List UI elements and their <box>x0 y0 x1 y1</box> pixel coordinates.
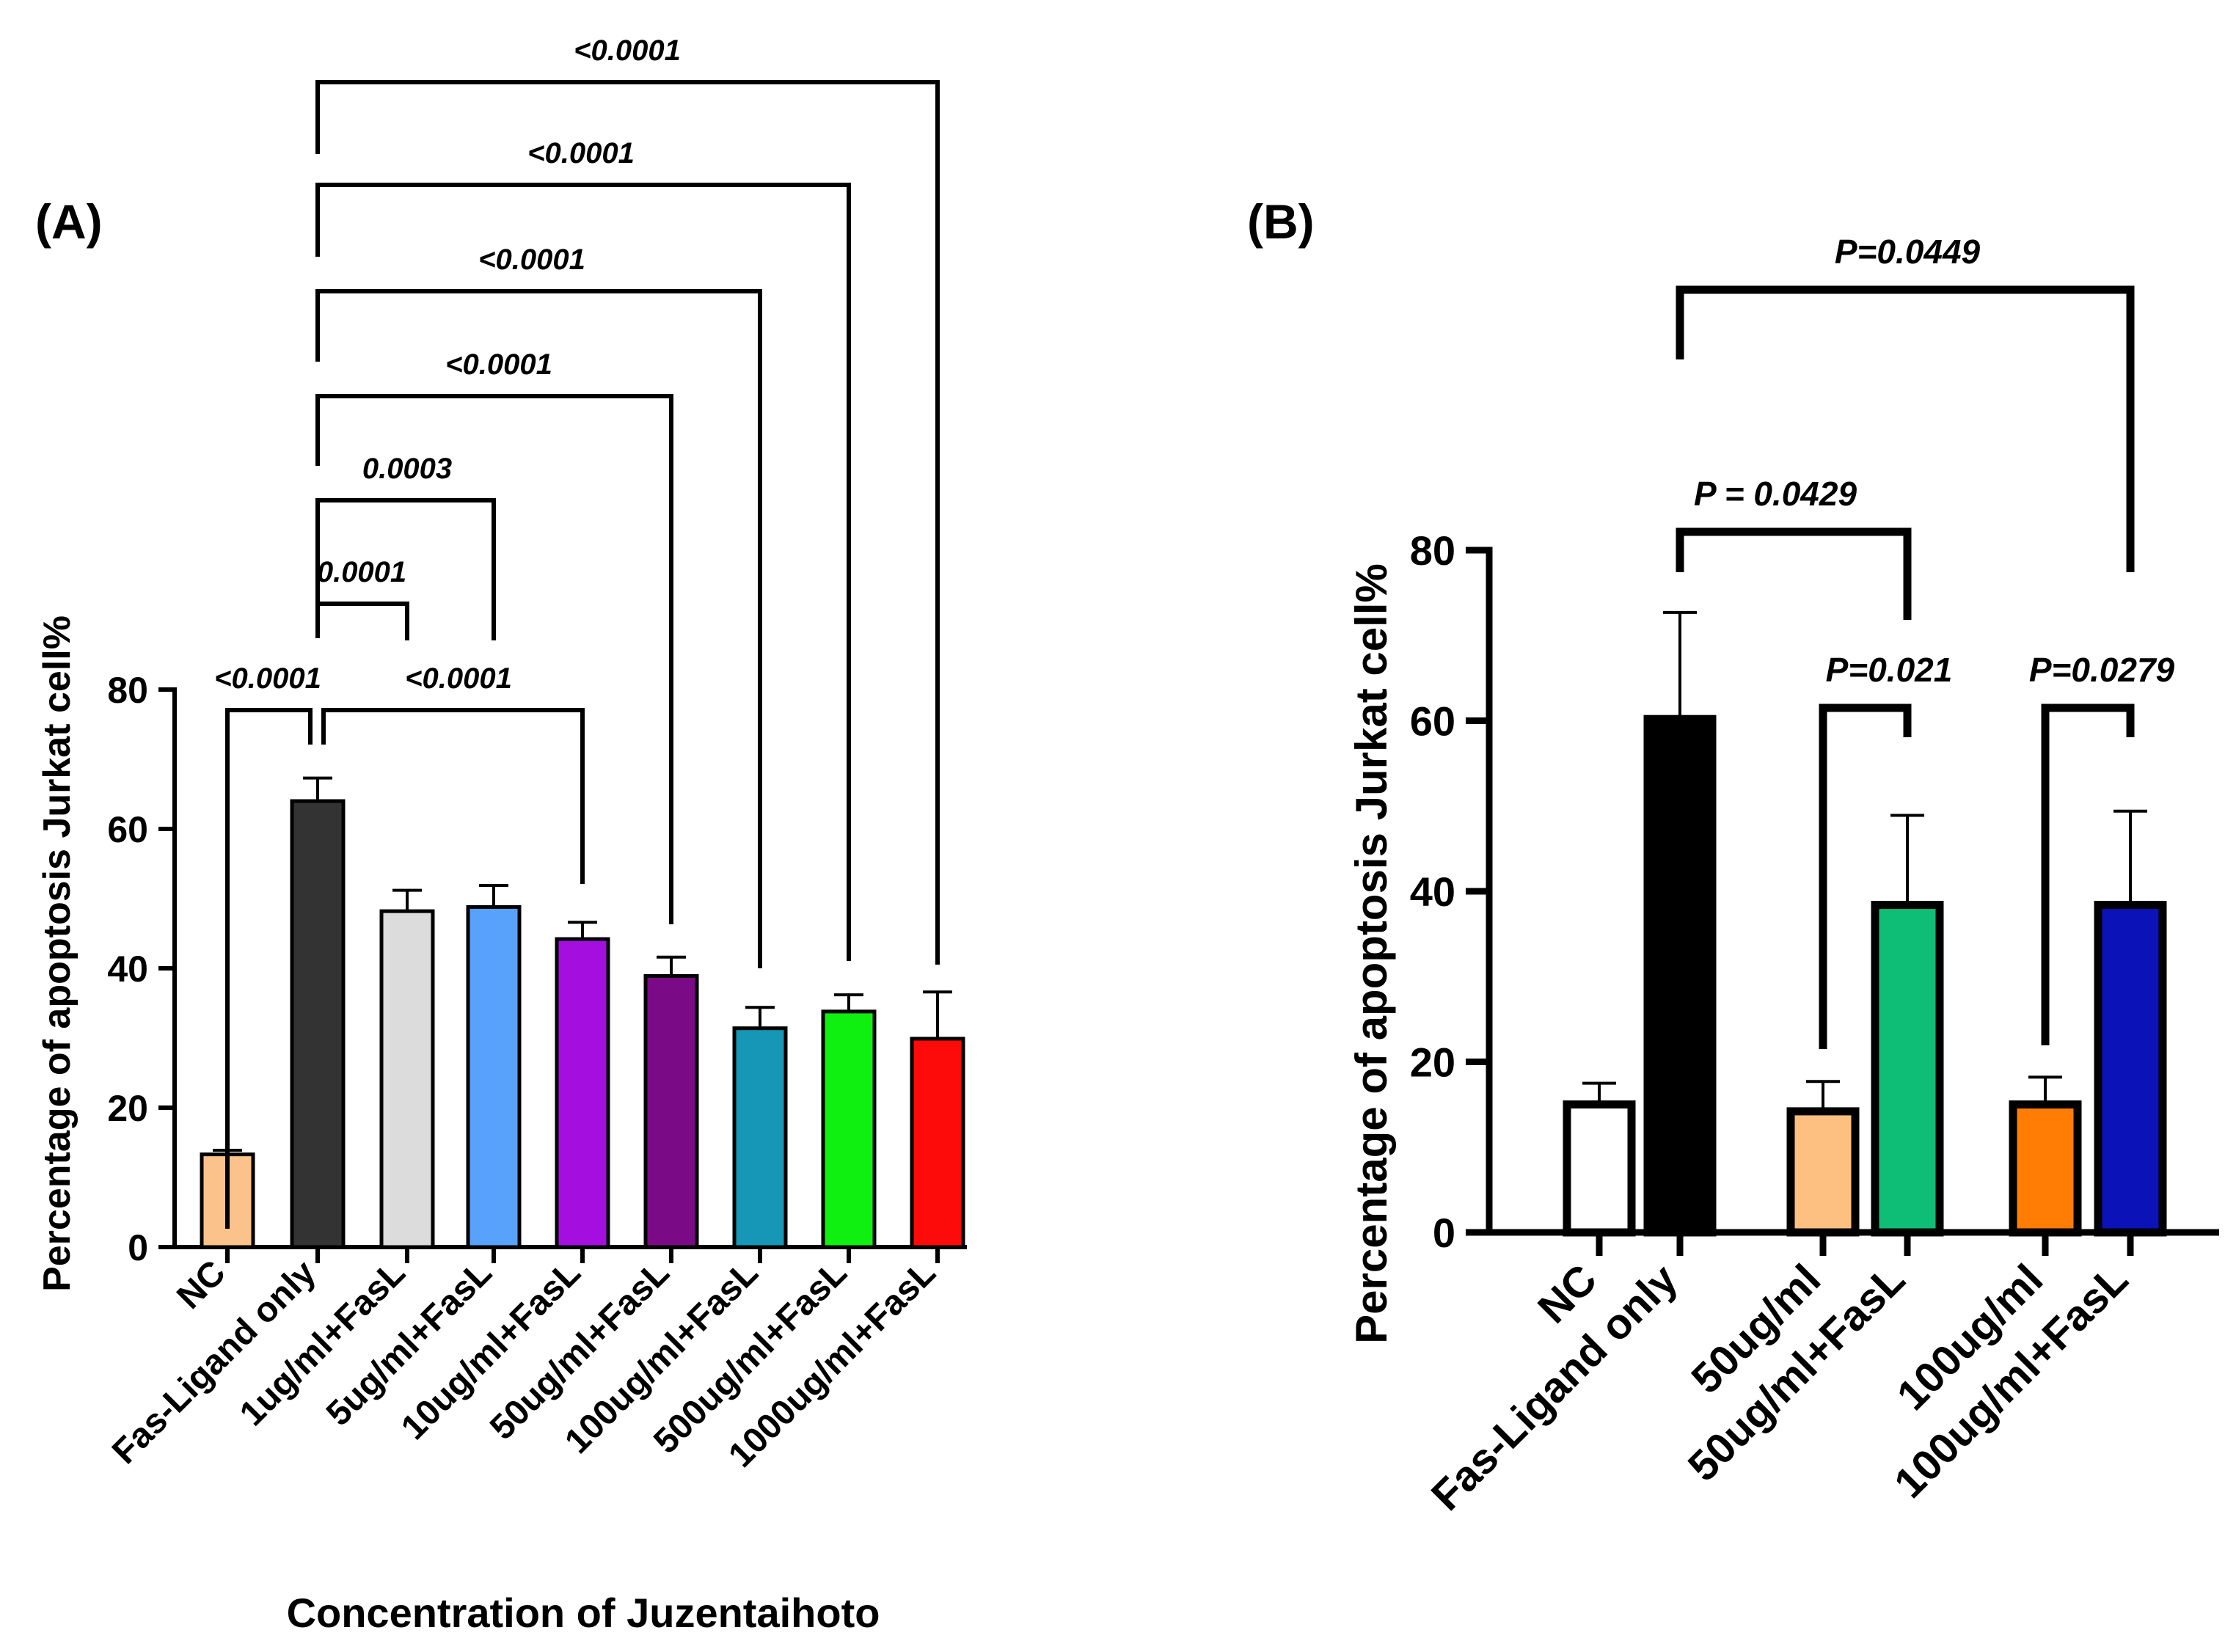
p-value-label: P = 0.0429 <box>1694 475 1857 513</box>
p-value-label: P=0.0449 <box>1835 233 1981 271</box>
bar <box>732 1026 788 1249</box>
significance-bracket <box>321 708 585 884</box>
significance-bracket <box>315 183 851 961</box>
significance-bracket <box>315 498 496 640</box>
panel-a-label: (A) <box>35 194 103 249</box>
y-tick-label: 0 <box>1433 1210 1455 1256</box>
p-value-label: 0.0001 <box>317 556 406 588</box>
bar <box>379 909 435 1249</box>
p-value-label: <0.0001 <box>527 137 635 169</box>
panel-b-label: (B) <box>1247 194 1315 249</box>
p-value-label: <0.0001 <box>445 348 552 381</box>
significance-bracket <box>315 602 409 640</box>
bar <box>290 799 346 1249</box>
bar <box>1643 714 1717 1237</box>
panel-b-ylabel: Percentage of apoptosis Jurkat cell% <box>1347 563 1396 1344</box>
p-value-label: <0.0001 <box>478 244 585 276</box>
y-tick-label: 40 <box>107 949 148 990</box>
p-value-label: <0.0001 <box>574 34 681 67</box>
significance-bracket <box>2041 703 2135 1045</box>
y-tick-label: 60 <box>107 809 148 850</box>
y-tick-label: 80 <box>107 670 148 711</box>
panel-a-ylabel: Percentage of apoptosis Jurkat cell% <box>36 615 78 1292</box>
p-value-label: 0.0003 <box>362 453 452 485</box>
bar <box>466 904 522 1249</box>
bar <box>1871 901 1944 1237</box>
bar <box>2094 901 2167 1237</box>
bar <box>2009 1100 2082 1237</box>
bar <box>1786 1107 1860 1237</box>
p-value-label: P=0.021 <box>1826 651 1953 689</box>
p-value-label: <0.0001 <box>214 662 321 695</box>
significance-bracket <box>1676 285 2135 572</box>
significance-bracket <box>1676 527 1912 620</box>
y-tick-label: 80 <box>1410 527 1455 574</box>
bar <box>643 973 699 1249</box>
panel-a-xlabel: Concentration of Juzentaihoto <box>287 1590 880 1636</box>
y-tick-label: 60 <box>1410 698 1455 745</box>
p-value-label: P=0.0279 <box>2029 651 2175 689</box>
bar <box>910 1037 965 1249</box>
y-tick-label: 40 <box>1410 869 1455 915</box>
y-tick-label: 0 <box>128 1227 148 1268</box>
category-label: NC <box>169 1253 233 1316</box>
y-tick-label: 20 <box>1410 1039 1455 1086</box>
y-tick-label: 20 <box>107 1088 148 1129</box>
bar <box>1563 1100 1636 1237</box>
significance-bracket <box>315 289 762 968</box>
significance-bracket <box>225 708 313 1229</box>
p-value-label: <0.0001 <box>405 662 512 695</box>
bar <box>821 1009 877 1249</box>
significance-bracket <box>315 394 673 924</box>
significance-bracket <box>315 80 940 965</box>
significance-bracket <box>1819 703 1912 1049</box>
bar <box>555 937 610 1249</box>
